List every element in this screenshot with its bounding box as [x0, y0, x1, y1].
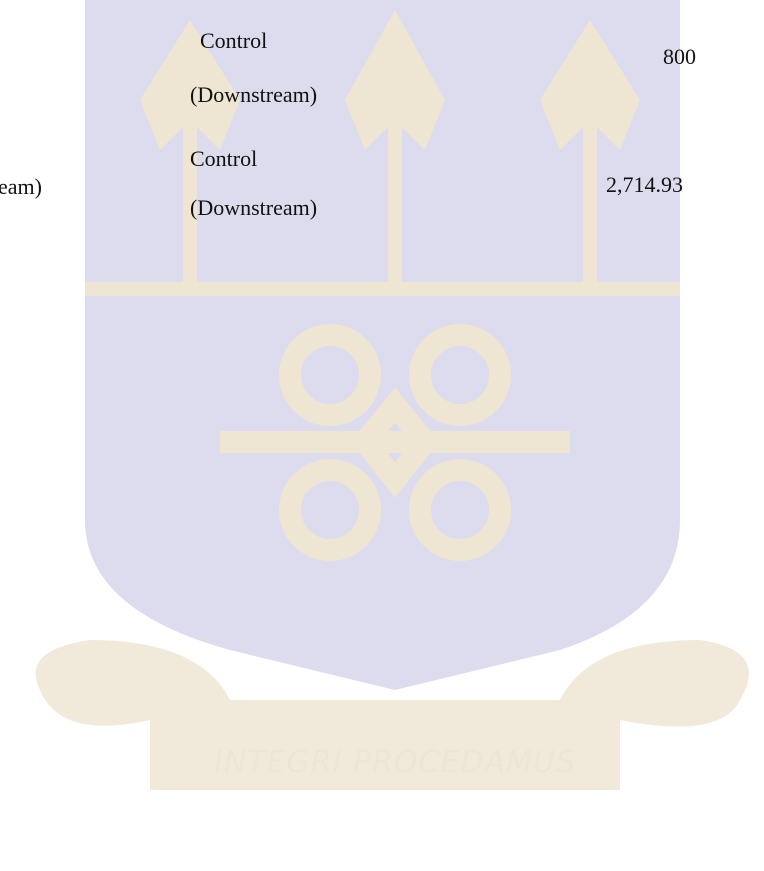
cell-line: eam) [0, 176, 42, 198]
watermark: INTEGRI PROCEDAMUS [0, 0, 764, 871]
motto: INTEGRI PROCEDAMUS [214, 745, 576, 780]
cell-line: (Downstream) [190, 197, 317, 219]
cell-value: 2,714.93 [606, 174, 683, 196]
cell-line: Control [200, 30, 267, 52]
cell-value: 800 [663, 46, 696, 68]
band [85, 282, 680, 296]
cell-line: Control [190, 148, 257, 170]
page: INTEGRI PROCEDAMUS Control (Downstream) … [0, 0, 764, 871]
cell-line: (Downstream) [190, 84, 317, 106]
